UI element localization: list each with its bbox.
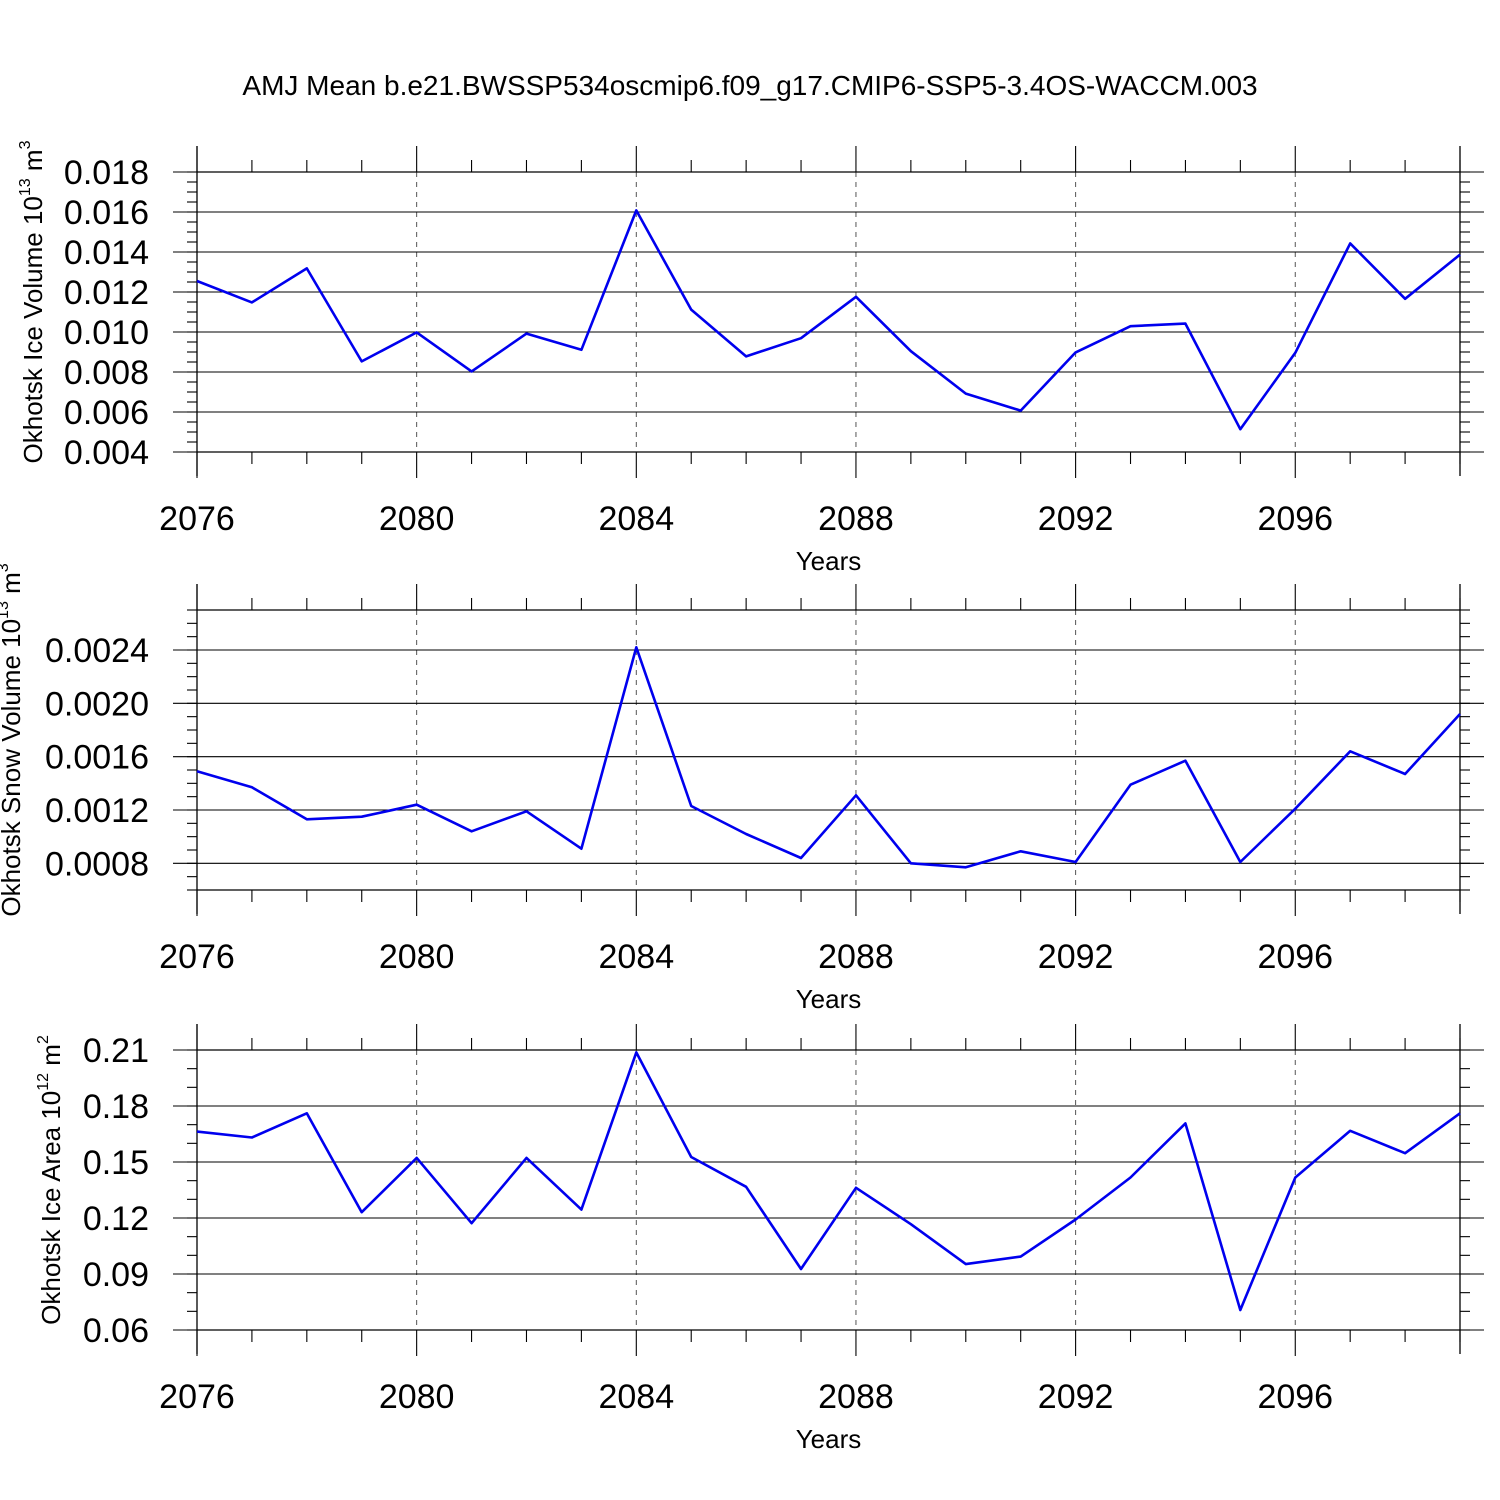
ice-area-ylabel: Okhotsk Ice Area 1012 m2 [35,1035,66,1325]
snow-volume-ylabel-unit: m [0,572,26,601]
ice-area-x-tick-label: 2088 [818,1378,894,1416]
snow-volume-x-tick-label: 2076 [159,938,235,976]
ice-volume-x-tick-label: 2092 [1038,500,1114,538]
ice-volume-y-tick-label: 0.004 [64,434,149,472]
ice-volume-x-tick-label: 2084 [598,500,674,538]
ice-volume-x-tick-label: 2096 [1257,500,1333,538]
snow-volume-x-tick-label: 2088 [818,938,894,976]
snow-volume-ylabel-unit-exponent: 3 [0,563,12,572]
ice-area-x-tick-label: 2096 [1257,1378,1333,1416]
snow-volume-x-tick-label: 2080 [379,938,455,976]
snow-volume-ylabel-text: Okhotsk Snow Volume 10 [0,619,26,917]
ice-volume-xlabel: Years [796,546,862,576]
ice-volume-x-tick-label: 2076 [159,500,235,538]
ice-area-x-tick-label: 2076 [159,1378,235,1416]
snow-volume-xlabel: Years [796,984,862,1014]
ice-volume-series-line [196,209,1461,431]
snow-volume-x-tick-label: 2096 [1257,938,1333,976]
ice-volume-y-tick-label: 0.016 [64,194,149,232]
ice-area-y-tick-label: 0.18 [83,1088,149,1126]
snow-volume-x-tick-label: 2084 [598,938,674,976]
ice-area-y-tick-label: 0.15 [83,1144,149,1182]
snow-volume-y-tick-label: 0.0020 [45,685,149,723]
snow-volume-y-tick-label: 0.0016 [45,739,149,777]
ice-volume-y-tick-label: 0.014 [64,234,149,272]
ice-volume-ylabel-unit-exponent: 3 [17,140,34,149]
ice-volume-x-tick-label: 2080 [379,500,455,538]
ice-area-ylabel-unit: m [36,1044,66,1073]
ice-volume-panel: Okhotsk Ice Volume 1013 m3 Years 2076 208… [17,140,1484,576]
ice-volume-y-tick-label: 0.008 [64,354,149,392]
ice-area-y-tick-label: 0.09 [83,1256,149,1294]
ice-volume-ylabel-text: Okhotsk Ice Volume 10 [18,196,48,463]
ice-area-x-tick-label: 2080 [379,1378,455,1416]
ice-volume-ylabel-unit: m [18,149,48,178]
snow-volume-y-tick-label: 0.0024 [45,632,149,670]
ice-volume-ylabel: Okhotsk Ice Volume 1013 m3 [17,140,48,463]
ice-volume-y-tick-label: 0.018 [64,154,149,192]
snow-volume-y-tick-label: 0.0012 [45,792,149,830]
ice-volume-x-tick-label: 2088 [818,500,894,538]
snow-volume-x-tick-label: 2092 [1038,938,1114,976]
ice-area-ylabel-unit-exponent: 2 [35,1035,52,1044]
ice-area-ylabel-exponent: 12 [35,1073,52,1091]
ice-area-ylabel-text: Okhotsk Ice Area 10 [36,1091,66,1325]
ice-area-y-tick-label: 0.06 [83,1312,149,1350]
ice-area-y-tick-label: 0.21 [83,1032,149,1070]
ice-area-x-tick-label: 2084 [598,1378,674,1416]
ice-volume-y-tick-label: 0.012 [64,274,149,312]
snow-volume-ylabel: Okhotsk Snow Volume 1013 m3 [0,563,26,916]
snow-volume-y-tick-label: 0.0008 [45,845,149,883]
ice-volume-y-tick-label: 0.006 [64,394,149,432]
ice-area-series-line [196,1051,1461,1312]
ice-area-xlabel: Years [796,1424,862,1454]
ice-area-x-tick-label: 2092 [1038,1378,1114,1416]
snow-volume-ylabel-exponent: 13 [0,601,12,619]
ice-volume-y-tick-label: 0.010 [64,314,149,352]
ice-area-y-tick-label: 0.12 [83,1200,149,1238]
snow-volume-panel: Okhotsk Snow Volume 1013 m3 Years 2076 20… [0,563,1484,1014]
ice-volume-ylabel-exponent: 13 [17,178,34,196]
chart-title: AMJ Mean b.e21.BWSSP534oscmip6.f09_g17.C… [242,70,1257,101]
ice-area-panel: Okhotsk Ice Area 1012 m2 Years 2076 2080 2… [35,1024,1484,1454]
snow-volume-series-line [196,645,1461,869]
